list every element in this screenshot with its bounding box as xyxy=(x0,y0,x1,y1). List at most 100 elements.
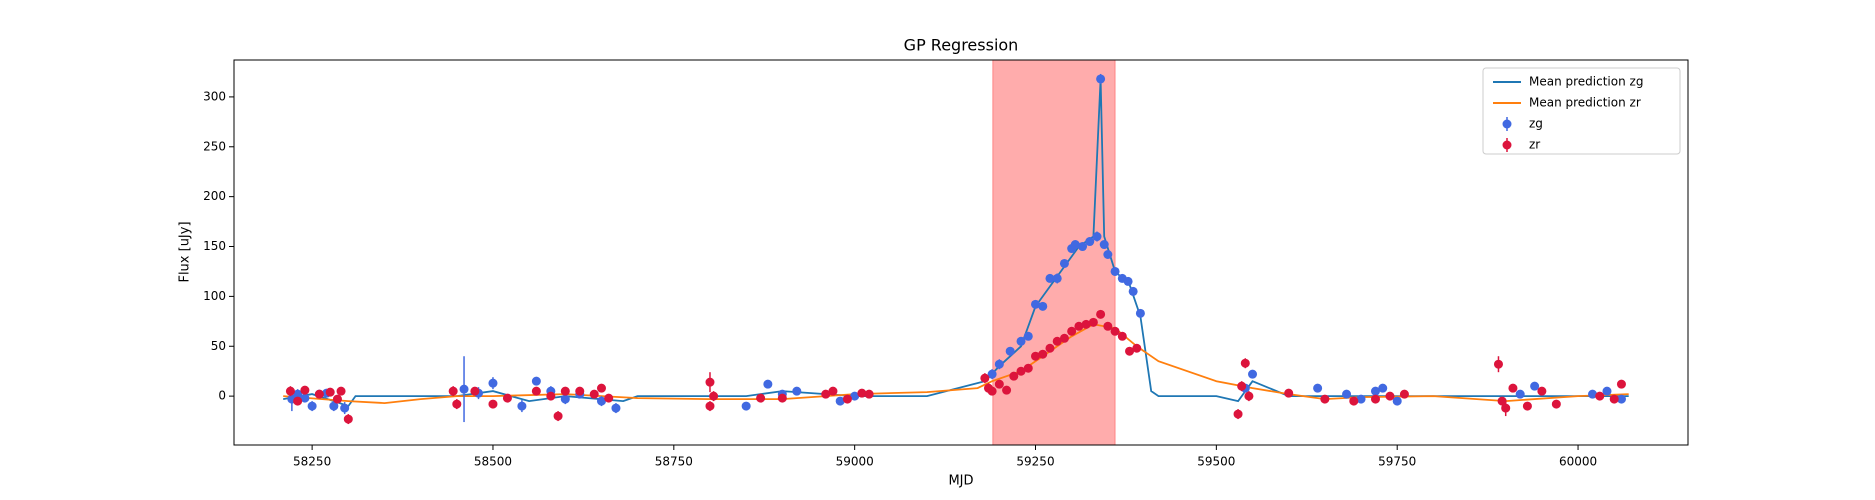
data-point xyxy=(1070,240,1080,250)
data-point xyxy=(994,359,1004,369)
data-point xyxy=(1233,409,1243,419)
chart-title: GP Regression xyxy=(904,36,1019,55)
data-point xyxy=(1045,273,1055,283)
data-point xyxy=(1497,396,1507,406)
data-point xyxy=(560,386,570,396)
data-point xyxy=(596,396,606,406)
data-point xyxy=(1099,240,1109,250)
data-point xyxy=(560,394,570,404)
data-point xyxy=(293,396,303,406)
data-point xyxy=(763,379,773,389)
data-point xyxy=(470,386,480,396)
data-point xyxy=(1284,388,1294,398)
data-point xyxy=(1128,286,1138,296)
data-point xyxy=(1595,391,1605,401)
data-point xyxy=(1085,237,1095,247)
data-point xyxy=(300,393,310,403)
mean-line xyxy=(283,323,1629,405)
data-point xyxy=(1244,391,1254,401)
data-point xyxy=(1385,391,1395,401)
data-point xyxy=(1237,381,1247,391)
data-point xyxy=(1092,232,1102,242)
x-tick-label: 59500 xyxy=(1197,455,1235,469)
axes-frame xyxy=(233,59,1689,446)
data-point xyxy=(1588,389,1598,399)
data-point xyxy=(293,389,303,399)
data-point xyxy=(1349,396,1359,406)
data-point xyxy=(1088,317,1098,327)
data-point xyxy=(1356,394,1366,404)
data-point xyxy=(1602,386,1612,396)
data-point xyxy=(987,386,997,396)
data-point xyxy=(994,379,1004,389)
data-point xyxy=(1078,242,1088,252)
data-point xyxy=(741,401,751,411)
legend-label: zr xyxy=(1529,138,1540,152)
data-point xyxy=(1123,276,1133,286)
legend-marker xyxy=(1502,140,1512,150)
data-point xyxy=(842,394,852,404)
data-point xyxy=(1508,383,1518,393)
data-point xyxy=(553,411,563,421)
data-point xyxy=(1103,321,1113,331)
data-point xyxy=(835,396,845,406)
data-point xyxy=(1399,389,1409,399)
x-tick-label: 58750 xyxy=(655,455,693,469)
data-point xyxy=(1096,309,1106,319)
x-tick-label: 59000 xyxy=(836,455,874,469)
data-point xyxy=(1110,326,1120,336)
data-point xyxy=(546,391,556,401)
y-tick-label: 200 xyxy=(203,189,226,203)
data-point xyxy=(1501,403,1511,413)
data-point xyxy=(1493,359,1503,369)
legend-box xyxy=(1482,67,1681,155)
data-point xyxy=(850,391,860,401)
data-point xyxy=(604,393,614,403)
data-point xyxy=(1378,383,1388,393)
x-tick-label: 59250 xyxy=(1016,455,1054,469)
data-point xyxy=(340,403,350,413)
data-point xyxy=(1023,363,1033,373)
data-point xyxy=(488,378,498,388)
x-tick-label: 58250 xyxy=(293,455,331,469)
data-point xyxy=(452,399,462,409)
plot-area xyxy=(283,73,1629,425)
data-point xyxy=(1052,336,1062,346)
data-point xyxy=(1081,319,1091,329)
data-point xyxy=(1125,346,1135,356)
highlight-span xyxy=(992,59,1116,446)
data-point xyxy=(1609,394,1619,404)
data-point xyxy=(857,388,867,398)
data-point xyxy=(611,403,621,413)
data-point xyxy=(1023,331,1033,341)
data-point xyxy=(1059,258,1069,268)
data-point xyxy=(332,394,342,404)
y-tick-label: 50 xyxy=(211,339,226,353)
data-point xyxy=(1313,383,1323,393)
data-point xyxy=(459,384,469,394)
data-point xyxy=(343,414,353,424)
mean-line xyxy=(283,78,1629,408)
data-point xyxy=(1616,379,1626,389)
x-axis-label: MJD xyxy=(948,474,973,489)
data-point xyxy=(517,401,527,411)
data-point xyxy=(1005,346,1015,356)
y-tick-label: 250 xyxy=(203,139,226,153)
data-point xyxy=(336,386,346,396)
data-point xyxy=(448,386,458,396)
x-tick-label: 59750 xyxy=(1378,455,1416,469)
data-point xyxy=(488,399,498,409)
data-point xyxy=(1320,394,1330,404)
data-point xyxy=(777,393,787,403)
data-point xyxy=(705,401,715,411)
data-point xyxy=(1117,331,1127,341)
data-point xyxy=(1537,386,1547,396)
y-tick-label: 150 xyxy=(203,239,226,253)
data-point xyxy=(828,386,838,396)
x-tick-label: 58500 xyxy=(474,455,512,469)
data-point xyxy=(864,389,874,399)
data-point xyxy=(1392,396,1402,406)
data-point xyxy=(1515,389,1525,399)
data-point xyxy=(1530,381,1540,391)
data-point xyxy=(1016,336,1026,346)
